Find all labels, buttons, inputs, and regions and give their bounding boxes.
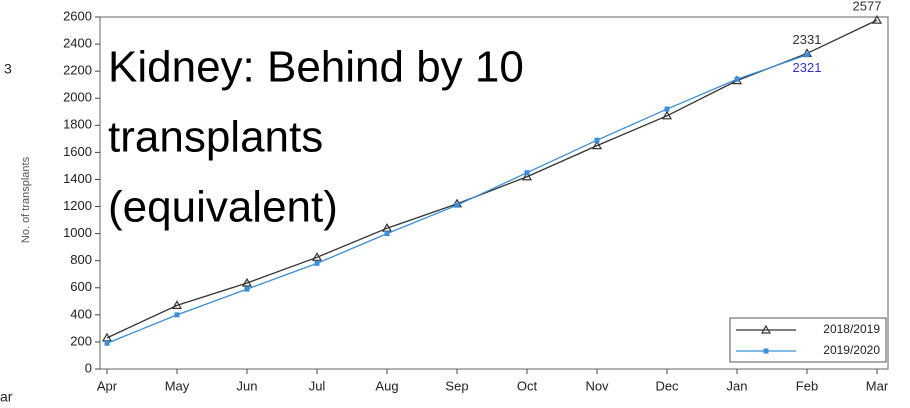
y-tick-label: 200 [70,333,92,348]
point [314,260,320,266]
point [734,76,740,82]
y-tick-label: 1200 [63,198,92,213]
x-tick-label: Jun [237,378,258,393]
y-tick-label: 0 [85,360,92,375]
point [871,14,883,24]
y-tick-label: 1800 [63,117,92,132]
legend-label: 2019/2020 [823,343,880,357]
series-line [106,19,878,339]
y-tick-label: 1400 [63,171,92,186]
point [804,52,810,58]
point [763,348,769,354]
y-tick-label: 2200 [63,63,92,78]
x-tick-label: Nov [585,378,609,393]
legend-label: 2018/2019 [823,322,880,336]
point [174,312,180,318]
point [760,324,772,334]
point [524,170,530,176]
data-label: 2331 [793,32,822,47]
point [241,277,253,287]
data-label: 2577 [853,0,882,14]
y-tick-label: 800 [70,252,92,267]
x-tick-label: Aug [375,378,398,393]
point [454,202,460,208]
x-tick-label: Jan [727,378,748,393]
y-tick-label: 1000 [63,225,92,240]
x-tick-label: Sep [445,378,468,393]
y-axis-label: No. of transplants [20,156,32,243]
x-tick-label: Jul [309,378,326,393]
x-tick-label: Dec [655,378,679,393]
annotation: transplants [108,113,323,162]
y-tick-label: 2400 [63,36,92,51]
point [661,110,673,120]
y-tick-label: 2000 [63,90,92,105]
point [594,137,600,143]
y-tick-label: 600 [70,279,92,294]
annotation: Kidney: Behind by 10 [108,43,524,92]
point [664,106,670,112]
fragment: ar [0,389,13,405]
point [384,231,390,237]
point [244,286,250,292]
point [311,252,323,261]
point [521,171,533,181]
plot-frame [99,16,889,370]
x-tick-label: Oct [517,378,538,393]
x-tick-label: Mar [866,378,889,393]
legend-box [729,317,887,363]
y-tick-label: 1600 [63,144,92,159]
fragment: 3 [4,61,12,77]
x-tick-label: Apr [97,378,118,393]
y-tick-label: 2600 [63,8,92,23]
point [591,140,603,150]
point [104,340,110,346]
x-tick-label: May [165,378,190,393]
annotation: (equivalent) [108,183,338,232]
data-label: 2321 [793,60,822,75]
x-tick-label: Feb [796,378,818,393]
point [171,300,183,309]
y-tick-label: 400 [70,306,92,321]
